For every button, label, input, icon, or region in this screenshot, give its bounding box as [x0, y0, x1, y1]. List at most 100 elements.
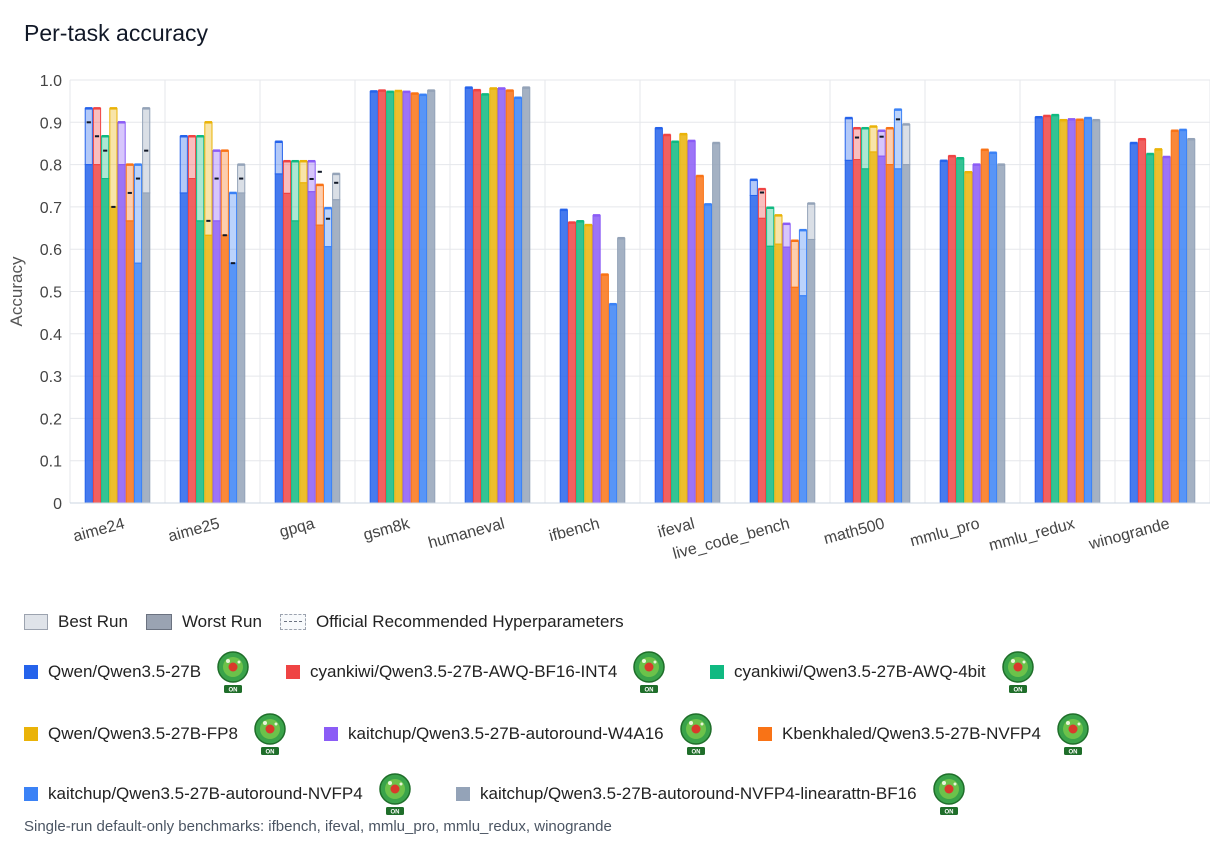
model-legend-item[interactable]: kaitchup/Qwen3.5-27B-autoround-W4A16 ON: [324, 712, 714, 756]
bar: [282, 192, 292, 504]
bar: [844, 159, 853, 504]
model-legend-item[interactable]: Kbenkhaled/Qwen3.5-27B-NVFP4 ON: [758, 712, 1091, 756]
bar: [1042, 115, 1052, 504]
footnote: Single-run default-only benchmarks: ifbe…: [24, 818, 612, 835]
model-label: kaitchup/Qwen3.5-27B-autoround-W4A16: [348, 724, 664, 743]
model-legend-item[interactable]: kaitchup/Qwen3.5-27B-autoround-NVFP4-lin…: [456, 772, 967, 816]
bar-best-range: [204, 121, 213, 236]
run-type-legend: Best Run Worst Run Official Recommended …: [24, 612, 642, 632]
model-label: kaitchup/Qwen3.5-27B-autoround-NVFP4: [48, 784, 363, 803]
svg-text:ON: ON: [1013, 688, 1022, 694]
bar: [600, 274, 609, 504]
legend-worst-run[interactable]: Worst Run: [145, 612, 262, 632]
legend-official[interactable]: Official Recommended Hyperparameters: [279, 612, 624, 632]
svg-text:ON: ON: [390, 810, 399, 816]
x-tick-label: aime24: [71, 515, 126, 545]
bar: [885, 164, 894, 504]
official-label: Official Recommended Hyperparameters: [315, 612, 624, 631]
bar: [712, 142, 721, 504]
bar: [1051, 114, 1060, 504]
bar: [617, 237, 626, 504]
bar: [782, 246, 791, 504]
bar-best-range: [274, 141, 283, 175]
x-tick-label: humaneval: [427, 515, 507, 552]
model-legend-item[interactable]: Qwen/Qwen3.5-27B ON: [24, 650, 251, 694]
bar: [196, 220, 205, 504]
bar: [576, 220, 585, 504]
bar: [427, 90, 436, 504]
y-tick-label: 0.6: [40, 242, 62, 259]
model-label: Qwen/Qwen3.5-27B: [48, 662, 202, 681]
model-legend-item[interactable]: cyankiwi/Qwen3.5-27B-AWQ-4bit ON: [710, 650, 1036, 694]
chart-title: Per-task accuracy: [24, 20, 209, 46]
y-tick-label: 1.0: [40, 73, 62, 90]
bar: [1092, 119, 1101, 504]
bar: [687, 140, 696, 504]
svg-text:ON: ON: [691, 750, 700, 756]
bar: [117, 164, 126, 504]
y-axis-label: Accuracy: [7, 256, 26, 326]
x-tick-label: math500: [822, 515, 887, 548]
y-tick-label: 0: [53, 496, 62, 513]
model-legend-item[interactable]: kaitchup/Qwen3.5-27B-autoround-NVFP4 ON: [24, 772, 413, 816]
bar: [464, 87, 473, 504]
y-tick-label: 0.3: [40, 369, 62, 386]
bar: [332, 199, 341, 504]
x-tick-label: mmlu_pro: [908, 515, 981, 550]
status-badge-icon: ON: [1057, 713, 1089, 756]
bar: [1178, 129, 1188, 504]
bar: [997, 164, 1006, 504]
bar-best-range: [282, 160, 292, 194]
x-tick-label: ifbench: [547, 515, 601, 545]
bar: [307, 191, 316, 504]
bar: [1067, 118, 1076, 504]
bar-best-range: [782, 223, 791, 248]
status-badge-icon: ON: [1001, 651, 1034, 694]
bar: [92, 164, 102, 504]
bar-best-range: [877, 130, 886, 157]
bar-best-range: [844, 117, 853, 161]
bar: [142, 192, 151, 504]
bar: [369, 90, 378, 504]
x-tick-label: gpqa: [278, 515, 317, 541]
x-tick-label: winogrande: [1086, 515, 1171, 553]
bar: [956, 157, 965, 504]
y-tick-label: 0.5: [40, 285, 62, 302]
y-tick-label: 0.2: [40, 411, 62, 428]
model-legend-item[interactable]: Qwen/Qwen3.5-27B-FP8 ON: [24, 712, 288, 756]
model-legend-item[interactable]: cyankiwi/Qwen3.5-27B-AWQ-BF16-INT4 ON: [286, 650, 667, 694]
bar: [869, 151, 878, 504]
model-label: cyankiwi/Qwen3.5-27B-AWQ-4bit: [734, 662, 986, 681]
status-badge-icon: ON: [633, 651, 666, 694]
bar-best-range: [84, 107, 93, 166]
bar-best-range: [790, 240, 799, 288]
bar: [1170, 130, 1179, 504]
bar: [274, 173, 283, 504]
model-label: kaitchup/Qwen3.5-27B-autoround-NVFP4-lin…: [480, 784, 917, 803]
bar: [291, 220, 300, 504]
model-label: Qwen/Qwen3.5-27B-FP8: [48, 724, 238, 743]
model-color-swatch: [456, 787, 470, 801]
bar: [1146, 153, 1155, 504]
bar: [567, 222, 577, 504]
bar: [212, 220, 221, 504]
model-color-swatch: [758, 727, 772, 741]
bar: [662, 134, 672, 504]
bar-best-range: [307, 160, 316, 193]
official-swatch: [279, 614, 306, 630]
bar: [861, 168, 870, 504]
bar-chart: 0 0.1 0.2 0.3 0.4 0.5 0.6 0.7 0.8 0.9 1.0 Accuracy a…: [7, 73, 1210, 563]
bar-best-range: [798, 229, 808, 297]
bar-best-range: [299, 160, 308, 184]
legend-best-run[interactable]: Best Run: [24, 612, 128, 632]
model-color-swatch: [286, 665, 300, 679]
worst-run-label: Worst Run: [181, 612, 262, 631]
bar-best-range: [179, 135, 188, 194]
bar: [964, 171, 973, 504]
bar: [1187, 138, 1196, 504]
model-label: cyankiwi/Qwen3.5-27B-AWQ-BF16-INT4: [310, 662, 618, 681]
bar: [187, 178, 197, 504]
bar-best-range: [807, 203, 816, 240]
y-tick-label: 0.1: [40, 454, 62, 471]
bar: [1083, 117, 1093, 504]
